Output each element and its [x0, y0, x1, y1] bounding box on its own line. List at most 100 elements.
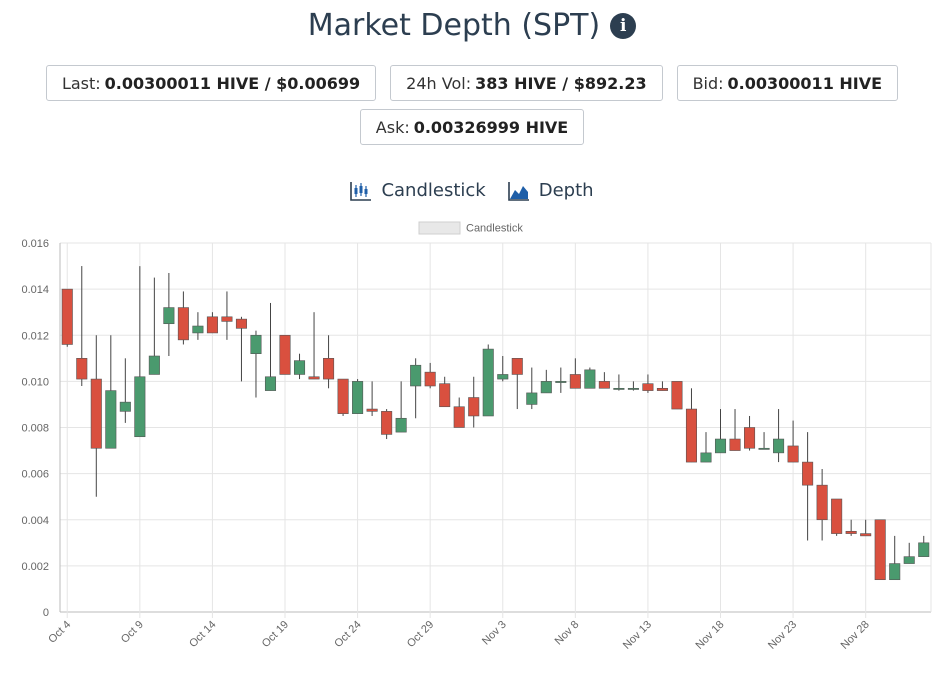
candle[interactable]	[76, 266, 88, 386]
candle[interactable]	[482, 344, 494, 417]
candle[interactable]	[308, 312, 320, 380]
candle-body	[685, 408, 698, 463]
x-tick-label: Nov 3	[480, 619, 509, 648]
candle[interactable]	[627, 381, 639, 391]
candle[interactable]	[293, 353, 306, 380]
candle[interactable]	[163, 272, 175, 357]
candle[interactable]	[61, 288, 73, 347]
candle-body	[352, 381, 364, 414]
candle[interactable]	[337, 378, 349, 416]
chart-legend[interactable]: Candlestick	[418, 221, 523, 235]
candle[interactable]	[366, 381, 378, 416]
candle[interactable]	[685, 388, 698, 463]
candle[interactable]	[395, 381, 407, 433]
candle[interactable]	[700, 432, 712, 463]
candle[interactable]	[192, 312, 204, 340]
candle[interactable]	[642, 374, 654, 393]
candle[interactable]	[584, 367, 596, 389]
chart-tabs: Candlestick Depth	[0, 180, 944, 201]
candle[interactable]	[569, 358, 581, 389]
candle[interactable]	[816, 469, 828, 541]
candle-body	[860, 533, 872, 537]
candle-body	[264, 376, 277, 391]
candle[interactable]	[177, 291, 189, 345]
candle[interactable]	[250, 330, 262, 398]
candle[interactable]	[235, 316, 247, 382]
tab-candlestick[interactable]: Candlestick	[350, 180, 486, 201]
info-icon[interactable]: i	[610, 12, 637, 39]
candle[interactable]	[511, 358, 523, 410]
legend-swatch	[418, 221, 461, 235]
candle[interactable]	[279, 334, 291, 375]
candle-body	[744, 427, 756, 449]
candle[interactable]	[773, 409, 785, 463]
candle[interactable]	[424, 362, 436, 389]
candle[interactable]	[671, 381, 683, 410]
candle-body	[279, 334, 291, 375]
candle-body	[918, 542, 930, 557]
candle[interactable]	[497, 356, 509, 382]
candle[interactable]	[845, 519, 857, 536]
ask-label: Ask:	[375, 117, 410, 137]
candle[interactable]	[381, 409, 393, 440]
candle[interactable]	[903, 542, 915, 564]
candle[interactable]	[860, 519, 872, 537]
candle[interactable]	[323, 335, 335, 389]
candle-body	[642, 383, 654, 391]
candle[interactable]	[352, 379, 364, 414]
candle-body	[105, 390, 117, 449]
candle[interactable]	[468, 376, 480, 428]
candle[interactable]	[119, 358, 131, 423]
candle[interactable]	[134, 266, 146, 438]
candle[interactable]	[526, 367, 538, 410]
candle[interactable]	[831, 498, 843, 536]
candles	[61, 266, 930, 581]
candle[interactable]	[264, 302, 277, 391]
last-label: Last:	[61, 73, 101, 93]
candle-body	[511, 358, 523, 375]
x-tick-label: Oct 14	[187, 619, 218, 650]
y-tick-label: 0.012	[21, 330, 49, 342]
x-tick-label: Oct 9	[119, 619, 146, 646]
candlestick-icon	[350, 181, 372, 201]
candle-body	[61, 288, 73, 345]
last-price-box: Last: 0.00300011 HIVE / $0.00699	[45, 65, 377, 101]
candle[interactable]	[90, 335, 102, 497]
candle[interactable]	[889, 535, 901, 581]
candle-body	[323, 358, 335, 380]
candle[interactable]	[918, 535, 930, 557]
candle[interactable]	[787, 420, 799, 463]
y-tick-label: 0	[43, 607, 49, 619]
tab-depth-label: Depth	[538, 180, 594, 201]
candle[interactable]	[439, 376, 451, 408]
tab-depth[interactable]: Depth	[507, 180, 594, 201]
candle[interactable]	[206, 312, 218, 334]
candle[interactable]	[656, 381, 668, 391]
x-tick-label: Nov 23	[766, 619, 799, 652]
candle[interactable]	[729, 409, 741, 451]
candle[interactable]	[221, 291, 233, 340]
candle[interactable]	[540, 369, 552, 394]
y-tick-label: 0.016	[21, 238, 49, 250]
candle-body	[845, 530, 857, 534]
candle[interactable]	[758, 432, 770, 450]
candle[interactable]	[453, 397, 465, 428]
candle-body	[700, 452, 712, 463]
candle-body	[773, 438, 785, 454]
candle-body	[366, 408, 378, 412]
candle-body	[76, 358, 88, 380]
candle[interactable]	[410, 358, 422, 419]
candle[interactable]	[555, 367, 567, 393]
candle[interactable]	[874, 519, 886, 581]
candle-body	[831, 498, 843, 534]
candle-body	[439, 383, 451, 408]
y-axis: 0 0.002 0.004 0.006 0.008 0.010 0.012 0.014 0.01…	[21, 238, 61, 619]
candle[interactable]	[148, 277, 160, 375]
candle[interactable]	[802, 432, 814, 541]
candle[interactable]	[744, 415, 756, 451]
candle[interactable]	[714, 409, 727, 454]
candle[interactable]	[613, 374, 625, 391]
candle[interactable]	[105, 335, 117, 449]
candle-body	[221, 316, 233, 322]
candle[interactable]	[598, 372, 610, 389]
